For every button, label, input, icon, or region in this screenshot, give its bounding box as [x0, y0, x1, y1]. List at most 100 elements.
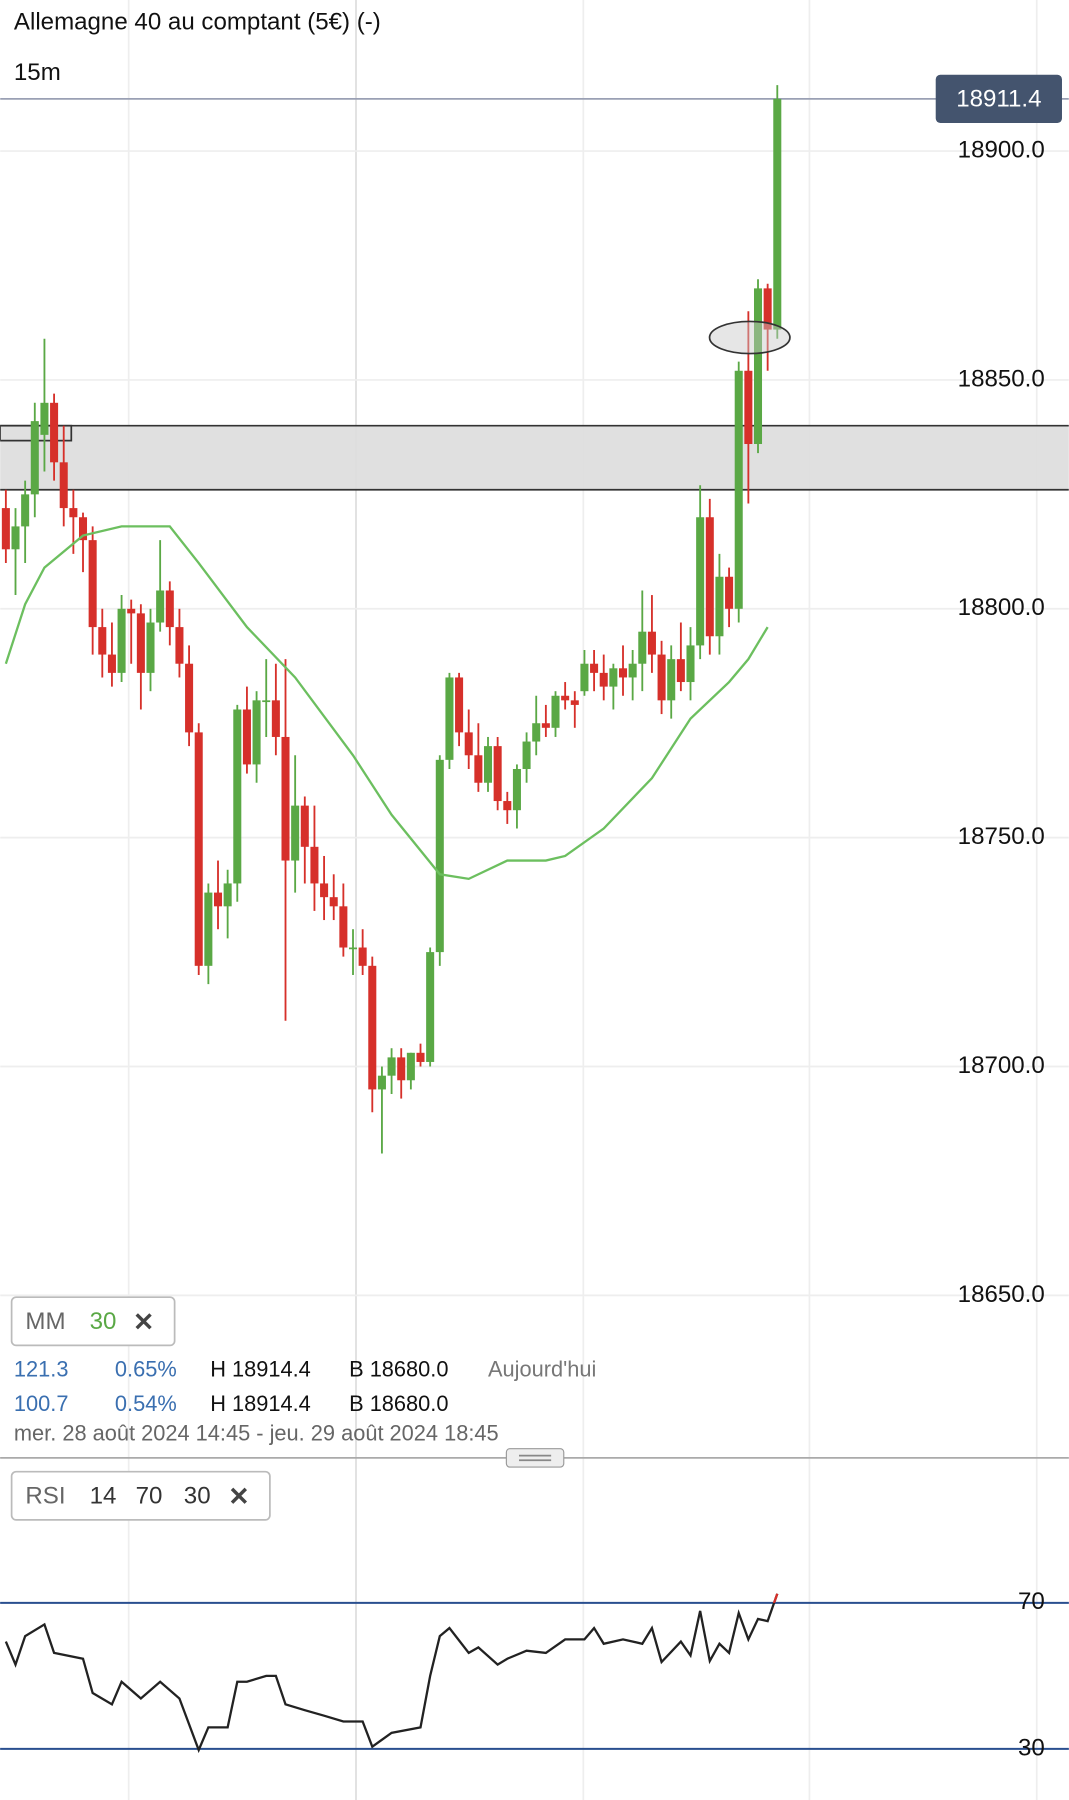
candle-body	[676, 659, 685, 683]
candle-body	[561, 695, 570, 701]
candle-body	[734, 370, 743, 609]
candle-body	[551, 695, 560, 728]
rsi-param: 30	[184, 1482, 211, 1509]
price-tag	[935, 74, 1062, 123]
candle-body	[493, 746, 502, 802]
candle-body	[753, 288, 763, 445]
candle-body	[696, 517, 705, 646]
candle-body	[281, 736, 290, 861]
high: H 18914.4	[210, 1391, 311, 1416]
candle-body	[657, 654, 666, 701]
candle-body	[455, 677, 464, 733]
candle-body	[387, 1057, 396, 1076]
candle-body	[618, 668, 628, 678]
candle-body	[1, 508, 10, 550]
change: 100.7	[14, 1391, 69, 1416]
candle-body	[483, 746, 493, 783]
candle-body	[78, 517, 88, 541]
annotation-ellipse	[708, 320, 791, 355]
high: H 18914.4	[210, 1356, 311, 1381]
low: B 18680.0	[349, 1356, 448, 1381]
candle-body	[445, 677, 454, 760]
candle-body	[242, 709, 251, 765]
candle-body	[532, 723, 541, 742]
y-tick-label: 18750.0	[958, 823, 1045, 850]
ma-legend-box[interactable]	[10, 1296, 176, 1347]
candle-body	[580, 663, 589, 692]
period: Aujourd'hui	[488, 1356, 596, 1381]
candle-body	[11, 526, 20, 550]
y-tick-label: 18800.0	[958, 594, 1045, 621]
candle-body	[435, 759, 444, 953]
rsi-param: 14	[90, 1482, 117, 1509]
candle-body	[262, 700, 271, 703]
candle-body	[512, 769, 521, 811]
moving-average	[4, 525, 769, 881]
candle-body	[136, 613, 145, 673]
ma-name: MM	[25, 1308, 65, 1335]
price-pane	[0, 85, 1069, 1297]
candle-body	[21, 494, 30, 527]
candle-body	[127, 608, 136, 614]
rsi-overbought	[772, 1593, 779, 1603]
close-icon[interactable]	[230, 1487, 248, 1504]
change: 121.3	[14, 1356, 69, 1381]
candle-body	[339, 906, 348, 948]
candle-body	[165, 590, 174, 628]
candle-body	[570, 700, 579, 705]
rsi-tick-label: 70	[1018, 1588, 1045, 1615]
date-range: mer. 28 août 2024 14:45 - jeu. 29 août 2…	[14, 1421, 499, 1446]
candle-body	[300, 805, 309, 847]
candle-body	[175, 627, 184, 664]
candle-body	[464, 732, 473, 756]
candle-body	[416, 1052, 425, 1062]
candle-body	[146, 622, 155, 673]
candle-body	[348, 947, 358, 950]
candle-body	[358, 947, 367, 966]
candle-body	[426, 952, 435, 1062]
candle-body	[541, 723, 550, 728]
candle-body	[368, 965, 377, 1090]
rsi-pane: 70 30	[0, 1588, 1069, 1761]
ma-period: 30	[90, 1308, 117, 1335]
close-icon[interactable]	[135, 1313, 152, 1330]
candle-body	[88, 540, 97, 628]
candle-body	[213, 892, 223, 907]
candle-body	[474, 755, 483, 783]
price-tag-label: 18911.4	[956, 85, 1041, 112]
candle-body	[320, 883, 329, 898]
rsi-param: 70	[136, 1482, 163, 1509]
candle-body	[647, 631, 656, 655]
rsi-name: RSI	[25, 1482, 65, 1509]
candle-body	[609, 668, 618, 687]
zone	[0, 425, 1069, 490]
candle-body	[194, 732, 203, 966]
candle-body	[628, 663, 637, 678]
handle-grip	[519, 1454, 552, 1462]
candle-body	[503, 801, 512, 811]
timeframe: 15m	[14, 59, 61, 86]
candle-body	[522, 741, 531, 770]
candle-body	[233, 709, 242, 884]
candle-body	[763, 288, 772, 330]
candle-body	[705, 517, 714, 637]
candle-body	[329, 897, 338, 907]
candle-body	[377, 1075, 386, 1090]
y-tick-label: 18700.0	[958, 1052, 1045, 1079]
rsi-line	[4, 1593, 779, 1754]
candle-body	[590, 663, 599, 673]
low: B 18680.0	[349, 1391, 448, 1416]
candle-body	[252, 700, 261, 765]
candle-body	[291, 805, 300, 861]
candle-body	[223, 883, 232, 907]
candle-body	[744, 370, 753, 445]
resize-handle[interactable]	[505, 1448, 565, 1468]
chart-title: Allemagne 40 au comptant (5€) (-)	[14, 8, 381, 35]
candle-body	[638, 631, 647, 664]
candle-body	[98, 627, 107, 655]
rsi-legend-box[interactable]	[10, 1470, 271, 1521]
candle-body	[185, 663, 194, 733]
candle-body	[725, 576, 734, 609]
